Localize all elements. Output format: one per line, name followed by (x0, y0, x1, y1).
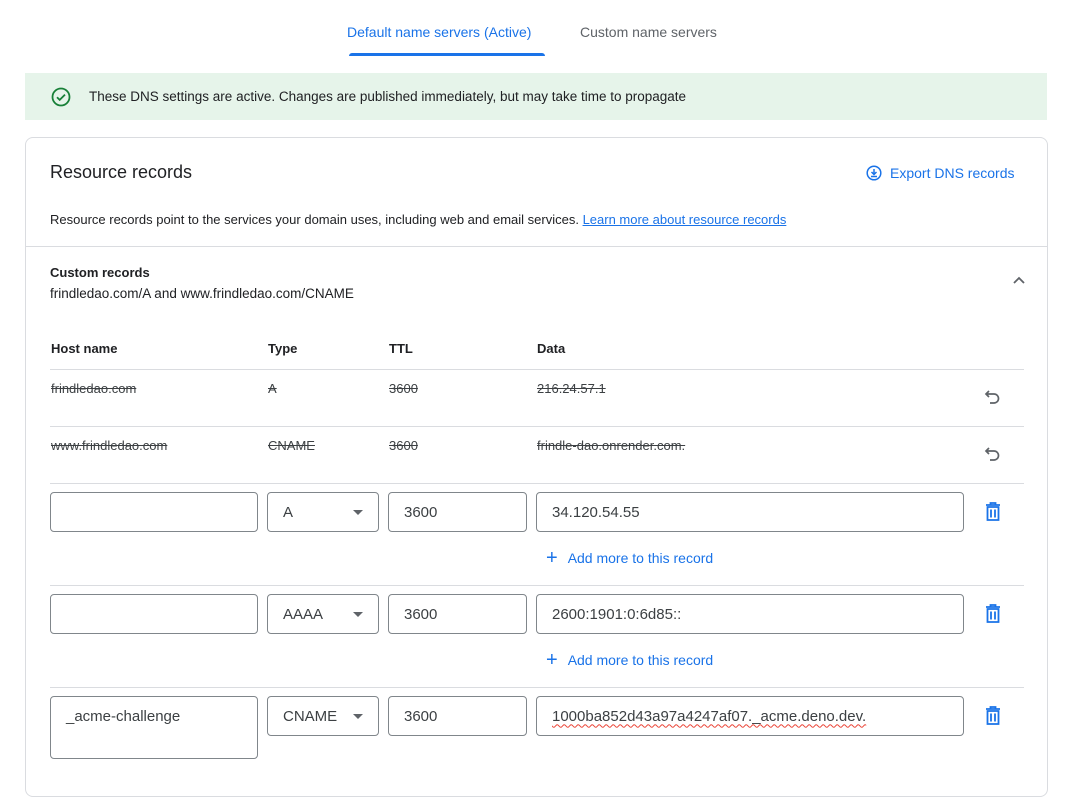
undo-icon[interactable] (984, 446, 1002, 462)
deleted-row-type: A (268, 381, 277, 396)
type-select[interactable]: AAAA (267, 594, 379, 634)
plus-icon: + (546, 649, 558, 671)
trash-icon[interactable] (985, 502, 1001, 521)
deleted-row-data: frindle-dao.onrender.com. (537, 438, 686, 453)
host-name-input[interactable] (50, 594, 258, 634)
dropdown-arrow-icon (353, 611, 363, 617)
divider (50, 687, 1024, 688)
divider (50, 585, 1024, 586)
add-more-label: Add more to this record (567, 550, 714, 566)
custom-records-title: Custom records (50, 265, 150, 280)
divider (50, 483, 1024, 484)
divider (50, 426, 1024, 427)
plus-icon: + (546, 547, 558, 569)
download-icon (866, 165, 882, 181)
column-ttl: TTL (389, 341, 413, 356)
tab-custom-name-servers[interactable]: Custom name servers (580, 24, 717, 40)
ttl-input[interactable]: 3600 (388, 492, 527, 532)
export-dns-records-button[interactable]: Export DNS records (866, 165, 1014, 181)
deleted-row-type: CNAME (268, 438, 315, 453)
chevron-up-icon[interactable] (1012, 275, 1026, 285)
type-select[interactable]: CNAME (267, 696, 379, 736)
data-input[interactable]: 2600:1901:0:6d85:: (536, 594, 964, 634)
tab-default-name-servers[interactable]: Default name servers (Active) (347, 24, 532, 40)
type-value: A (283, 503, 294, 521)
deleted-row-ttl: 3600 (389, 438, 418, 453)
learn-more-link[interactable]: Learn more about resource records (582, 212, 787, 227)
section-description: Resource records point to the services y… (50, 212, 786, 227)
dropdown-arrow-icon (353, 509, 363, 515)
trash-icon[interactable] (985, 706, 1001, 725)
add-more-button[interactable]: + Add more to this record (546, 547, 714, 569)
divider (26, 246, 1047, 247)
export-label: Export DNS records (890, 165, 1015, 181)
active-tab-indicator (349, 53, 545, 56)
section-title: Resource records (50, 162, 193, 182)
status-banner: These DNS settings are active. Changes a… (25, 73, 1047, 120)
add-more-label: Add more to this record (567, 652, 714, 668)
banner-text: These DNS settings are active. Changes a… (89, 89, 687, 104)
deleted-row-host: www.frindledao.com (51, 438, 168, 453)
type-select[interactable]: A (267, 492, 379, 532)
type-value: CNAME (283, 707, 338, 725)
undo-icon[interactable] (984, 389, 1002, 405)
trash-icon[interactable] (985, 604, 1001, 623)
ttl-input[interactable]: 3600 (388, 696, 527, 736)
description-text: Resource records point to the services y… (50, 212, 579, 227)
dropdown-arrow-icon (353, 713, 363, 719)
add-more-button[interactable]: + Add more to this record (546, 649, 714, 671)
data-value: 1000ba852d43a97a4247af07._acme.deno.dev. (552, 707, 867, 725)
data-input[interactable]: 1000ba852d43a97a4247af07._acme.deno.dev. (536, 696, 964, 736)
deleted-row-ttl: 3600 (389, 381, 418, 396)
deleted-row-host: frindledao.com (51, 381, 137, 396)
host-name-input[interactable]: _acme-challenge (50, 696, 258, 759)
column-type: Type (268, 341, 298, 356)
check-circle-icon (51, 87, 71, 106)
host-name-input[interactable] (50, 492, 258, 532)
column-data: Data (537, 341, 566, 356)
deleted-row-data: 216.24.57.1 (537, 381, 606, 396)
ttl-input[interactable]: 3600 (388, 594, 527, 634)
data-input[interactable]: 34.120.54.55 (536, 492, 964, 532)
custom-records-subtitle: frindledao.com/A and www.frindledao.com/… (50, 286, 354, 301)
divider (50, 369, 1024, 370)
type-value: AAAA (283, 605, 324, 623)
column-host-name: Host name (51, 341, 118, 356)
